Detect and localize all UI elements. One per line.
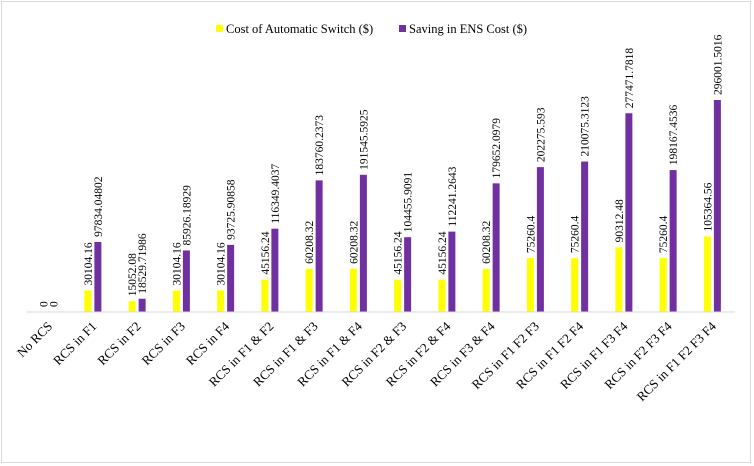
value-label-cost-9: 45156.24 bbox=[437, 231, 449, 274]
bar-cost-9 bbox=[438, 279, 446, 312]
bar-cost-10 bbox=[482, 268, 490, 312]
value-label-saving-11: 202275.593 bbox=[535, 107, 547, 162]
bar-cost-3 bbox=[172, 290, 180, 312]
bar-saving-12 bbox=[581, 161, 589, 312]
value-label-saving-12: 210075.3123 bbox=[580, 96, 592, 157]
legend-swatch-cost bbox=[216, 25, 223, 32]
bar-saving-2 bbox=[138, 298, 146, 312]
legend-swatch-saving bbox=[399, 25, 406, 32]
bar-cost-11 bbox=[526, 258, 534, 312]
bar-saving-8 bbox=[404, 237, 412, 312]
value-label-cost-2: 15052.08 bbox=[127, 253, 139, 296]
value-label-cost-5: 45156.24 bbox=[260, 231, 272, 274]
value-label-cost-12: 75260.4 bbox=[570, 215, 582, 253]
bar-saving-15 bbox=[713, 100, 721, 312]
bar-cost-7 bbox=[349, 268, 357, 312]
value-label-saving-14: 198167.4536 bbox=[668, 104, 680, 165]
bar-cost-6 bbox=[305, 268, 313, 312]
value-label-cost-6: 60208.32 bbox=[304, 221, 316, 264]
bars bbox=[84, 100, 721, 313]
value-label-saving-15: 296001.5016 bbox=[712, 34, 724, 95]
x-tick-label-1: RCS in F1 bbox=[50, 319, 99, 368]
bar-saving-5 bbox=[271, 228, 279, 312]
value-label-cost-4: 30104.16 bbox=[216, 242, 228, 285]
value-label-saving-3: 85926.18929 bbox=[181, 185, 193, 246]
bar-cost-15 bbox=[703, 236, 711, 312]
bar-saving-3 bbox=[182, 250, 190, 312]
legend-label-cost: Cost of Automatic Switch ($) bbox=[226, 22, 373, 36]
bar-cost-1 bbox=[84, 290, 92, 312]
value-label-saving-8: 104455.9091 bbox=[403, 172, 415, 233]
bar-saving-14 bbox=[669, 170, 677, 312]
bar-cost-5 bbox=[261, 279, 269, 312]
value-label-cost-7: 60208.32 bbox=[348, 221, 360, 264]
legend: Cost of Automatic Switch ($) Saving in E… bbox=[216, 22, 527, 36]
bar-cost-14 bbox=[659, 258, 667, 312]
bar-cost-4 bbox=[217, 290, 225, 312]
value-label-cost-8: 45156.24 bbox=[393, 231, 405, 274]
bar-cost-2 bbox=[128, 301, 136, 312]
value-label-saving-2: 18529.71986 bbox=[137, 233, 149, 294]
x-tick-label-15: RCS in F1 F2 F3 F4 bbox=[634, 318, 720, 404]
value-label-cost-14: 75260.4 bbox=[658, 215, 670, 253]
value-label-saving-4: 93725.90858 bbox=[226, 179, 238, 240]
bar-saving-7 bbox=[359, 174, 367, 312]
value-label-cost-1: 30104.16 bbox=[83, 242, 95, 285]
value-label-cost-3: 30104.16 bbox=[171, 242, 183, 285]
bar-cost-13 bbox=[615, 247, 623, 312]
value-label-saving-13: 277471.7818 bbox=[624, 48, 636, 109]
bar-cost-12 bbox=[571, 258, 579, 312]
bar-saving-13 bbox=[625, 113, 633, 313]
value-label-saving-10: 179652.0979 bbox=[491, 118, 503, 179]
x-tick-label-2: RCS in F2 bbox=[94, 319, 143, 368]
value-label-saving-7: 191545.5925 bbox=[358, 109, 370, 170]
value-label-cost-0: 0 bbox=[39, 301, 51, 307]
value-label-saving-9: 112241.2643 bbox=[447, 166, 459, 226]
x-tick-label-3: RCS in F3 bbox=[139, 319, 188, 368]
value-label-saving-0: 0 bbox=[49, 301, 61, 307]
value-labels: 00 30104.16 97834.04802 15052.0818529.71986… bbox=[39, 34, 725, 307]
value-label-saving-1: 97834.04802 bbox=[93, 176, 105, 237]
bar-saving-11 bbox=[536, 167, 544, 312]
bar-saving-10 bbox=[492, 183, 500, 312]
value-label-cost-11: 75260.4 bbox=[525, 215, 537, 253]
bar-saving-4 bbox=[227, 244, 235, 312]
x-tick-label-0: No RCS bbox=[14, 319, 56, 361]
value-label-cost-13: 90312.48 bbox=[614, 199, 626, 242]
bar-cost-8 bbox=[394, 279, 402, 312]
bar-saving-1 bbox=[94, 241, 102, 312]
bar-saving-6 bbox=[315, 180, 323, 312]
bar-saving-9 bbox=[448, 231, 456, 312]
value-label-saving-5: 116349.4037 bbox=[270, 163, 282, 223]
value-label-cost-10: 60208.32 bbox=[481, 221, 493, 264]
value-label-saving-6: 183760.2373 bbox=[314, 115, 326, 176]
value-label-cost-15: 105364.56 bbox=[702, 182, 714, 231]
legend-label-saving: Saving in ENS Cost ($) bbox=[409, 22, 527, 36]
